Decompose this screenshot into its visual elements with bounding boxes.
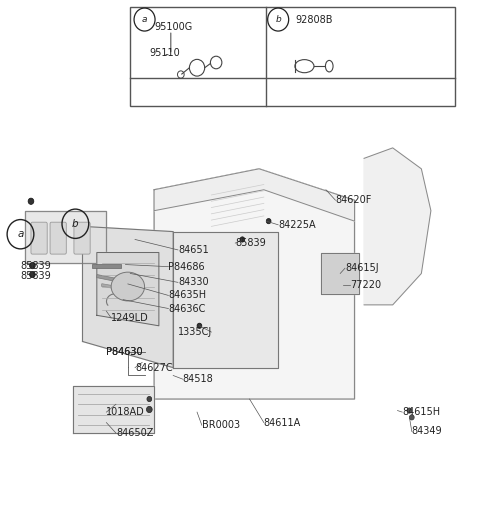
- FancyBboxPatch shape: [50, 222, 66, 254]
- Text: 84349: 84349: [412, 427, 443, 437]
- Text: 84615J: 84615J: [345, 263, 379, 273]
- Circle shape: [407, 408, 412, 413]
- Text: P84686: P84686: [168, 261, 205, 271]
- Text: BR0003: BR0003: [202, 420, 240, 430]
- Text: 84627C: 84627C: [135, 362, 173, 372]
- Polygon shape: [154, 169, 355, 399]
- Text: b: b: [72, 219, 79, 229]
- Text: 85839: 85839: [21, 260, 51, 270]
- Polygon shape: [25, 211, 107, 263]
- Text: 95100G: 95100G: [154, 22, 192, 32]
- Text: 84651: 84651: [178, 245, 209, 255]
- Text: b: b: [276, 15, 281, 24]
- Text: 1335CJ: 1335CJ: [178, 327, 212, 337]
- Circle shape: [266, 218, 271, 224]
- Polygon shape: [83, 226, 173, 368]
- FancyBboxPatch shape: [74, 222, 90, 254]
- Text: P84630: P84630: [107, 347, 143, 357]
- Text: 84615H: 84615H: [402, 407, 440, 417]
- Text: 84636C: 84636C: [168, 304, 206, 313]
- Polygon shape: [73, 386, 154, 433]
- Text: 95110: 95110: [149, 48, 180, 58]
- Text: 84225A: 84225A: [278, 220, 316, 230]
- Circle shape: [30, 262, 35, 269]
- Polygon shape: [321, 252, 360, 295]
- Polygon shape: [173, 231, 278, 368]
- Text: a: a: [142, 15, 147, 24]
- FancyArrow shape: [96, 275, 123, 283]
- Text: 85839: 85839: [235, 238, 266, 248]
- FancyArrow shape: [92, 264, 120, 268]
- Circle shape: [146, 407, 152, 412]
- Circle shape: [409, 414, 414, 420]
- Polygon shape: [154, 169, 355, 221]
- Text: 77220: 77220: [350, 280, 381, 290]
- Ellipse shape: [111, 272, 144, 301]
- Text: 84635H: 84635H: [168, 290, 206, 300]
- Circle shape: [240, 237, 245, 242]
- Text: 92808B: 92808B: [295, 15, 333, 25]
- FancyArrow shape: [101, 284, 126, 290]
- Polygon shape: [97, 252, 159, 326]
- Polygon shape: [364, 148, 431, 305]
- Text: P84630: P84630: [107, 347, 143, 357]
- Circle shape: [147, 397, 152, 402]
- Text: 85839: 85839: [21, 271, 51, 281]
- FancyBboxPatch shape: [31, 222, 47, 254]
- Text: 1249LD: 1249LD: [111, 313, 149, 323]
- Text: 1018AD: 1018AD: [107, 407, 145, 417]
- Circle shape: [28, 198, 34, 205]
- Text: 84518: 84518: [183, 374, 214, 384]
- Text: 84330: 84330: [178, 277, 209, 287]
- Circle shape: [30, 271, 35, 278]
- Circle shape: [197, 323, 202, 328]
- Text: 84620F: 84620F: [336, 195, 372, 205]
- Text: 84611A: 84611A: [264, 418, 301, 428]
- Text: 84650Z: 84650Z: [116, 428, 153, 438]
- Text: a: a: [17, 229, 24, 239]
